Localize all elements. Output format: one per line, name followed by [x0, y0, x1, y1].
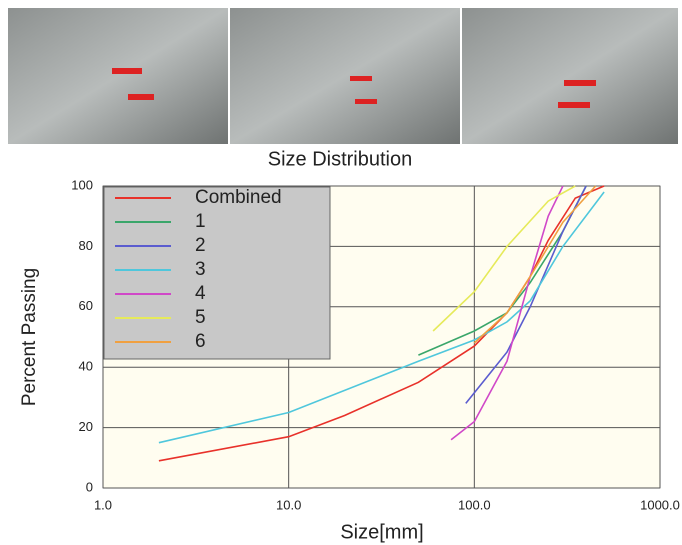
y-axis-label: Percent Passing — [19, 268, 40, 406]
scale-bar — [350, 76, 372, 81]
scale-bar — [564, 80, 596, 86]
page: {"chart_data": {"type": "line", "title":… — [0, 0, 682, 545]
photo — [462, 8, 678, 144]
x-tick-label: 1000.0 — [640, 497, 680, 512]
x-tick-label: 10.0 — [276, 497, 301, 512]
photo — [8, 8, 228, 144]
photo-strip — [8, 8, 678, 144]
chart-title: Size Distribution — [268, 148, 413, 170]
legend-label: 3 — [195, 259, 206, 280]
photo — [230, 8, 460, 144]
scale-bar — [355, 99, 377, 104]
y-tick-label: 20 — [79, 419, 93, 434]
y-tick-label: 100 — [71, 177, 93, 192]
legend-box — [104, 187, 330, 359]
x-tick-label: 100.0 — [458, 497, 491, 512]
chart: Size Distribution Size[mm] Percent Passi… — [0, 0, 682, 545]
y-tick-label: 0 — [86, 479, 93, 494]
scale-bar — [558, 102, 590, 108]
x-tick-label: 1.0 — [94, 497, 112, 512]
legend-label: 2 — [195, 235, 206, 256]
legend-label: 4 — [195, 283, 206, 304]
legend-label: 5 — [195, 307, 206, 328]
legend: Combined 1 2 3 4 5 6 — [104, 187, 330, 359]
y-tick-label: 80 — [79, 238, 93, 253]
legend-label: 1 — [195, 211, 206, 232]
y-tick-label: 60 — [79, 298, 93, 313]
x-axis-label: Size[mm] — [340, 521, 423, 543]
scale-bar — [128, 94, 154, 100]
legend-label: Combined — [195, 187, 282, 208]
scale-bar — [112, 68, 142, 74]
legend-label: 6 — [195, 331, 206, 352]
y-tick-label: 40 — [79, 359, 93, 374]
